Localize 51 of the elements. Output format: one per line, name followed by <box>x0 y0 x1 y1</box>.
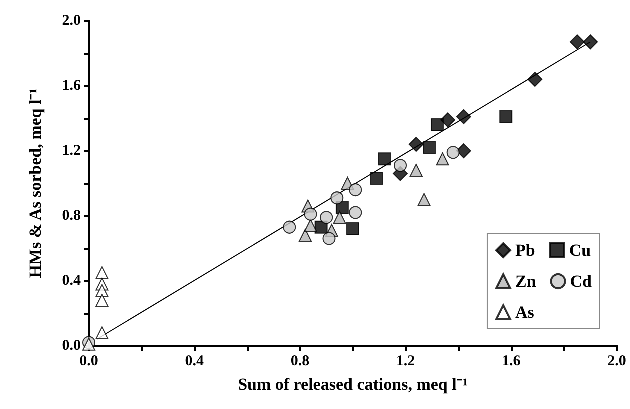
x-tick-label: 0.4 <box>185 354 204 370</box>
point <box>346 222 360 236</box>
x-tick-label: 0.8 <box>290 354 310 370</box>
point <box>96 326 109 340</box>
point <box>430 118 444 132</box>
point <box>528 72 543 87</box>
legend-label: As <box>515 303 535 322</box>
point <box>333 211 346 224</box>
x-tick-label: 0.0 <box>80 354 98 370</box>
y-tick-label: 0.4 <box>62 273 82 289</box>
point <box>456 144 472 158</box>
point <box>394 159 408 172</box>
point <box>330 192 344 205</box>
legend-label: Zn <box>515 272 537 291</box>
point <box>410 164 423 177</box>
point <box>304 219 318 232</box>
point <box>320 211 334 224</box>
x-tick-label: 1.6 <box>502 354 522 370</box>
point <box>322 232 336 246</box>
point <box>283 220 296 234</box>
point <box>96 266 109 280</box>
x-axis-title: Sum of released cations, meq l⁻¹ <box>238 375 468 394</box>
point <box>304 208 318 221</box>
y-tick-label: 2.0 <box>62 13 81 29</box>
legend-label: Pb <box>515 241 536 260</box>
point <box>298 229 312 242</box>
point <box>418 193 431 206</box>
point <box>456 109 472 124</box>
y-tick-label: 0.8 <box>62 208 81 224</box>
point <box>96 284 109 298</box>
y-tick-label: 0.0 <box>62 338 81 354</box>
point <box>440 112 456 128</box>
point <box>446 146 460 160</box>
point <box>423 141 436 154</box>
y-tick-label: 1.2 <box>62 143 81 159</box>
point <box>500 110 513 124</box>
legend-label: Cd <box>570 272 593 291</box>
point <box>570 34 585 50</box>
y-axis-title: HMs & As sorbed, meq l⁻¹ <box>26 88 45 278</box>
point <box>349 206 362 220</box>
point <box>370 172 384 186</box>
x-tick-label: 2.0 <box>608 354 626 370</box>
point <box>408 137 424 152</box>
point <box>583 34 598 50</box>
point <box>96 294 109 307</box>
legend-label: Cu <box>569 241 592 260</box>
point <box>378 152 392 166</box>
y-tick-label: 1.6 <box>62 78 82 94</box>
x-tick-label: 1.2 <box>396 354 416 370</box>
point <box>349 184 362 196</box>
point <box>436 152 450 166</box>
